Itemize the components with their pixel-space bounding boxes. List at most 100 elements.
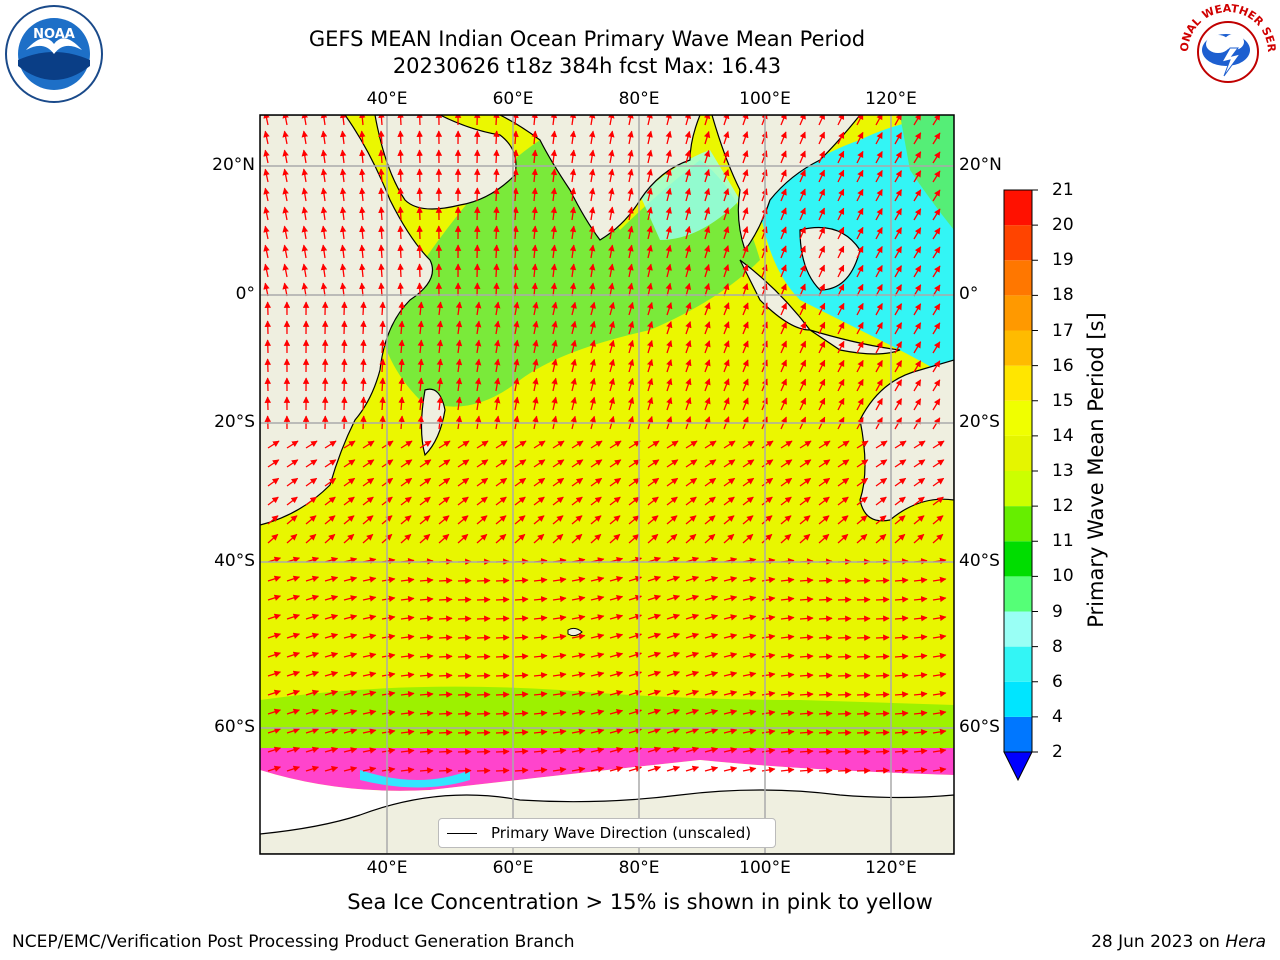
- wave-arrow: [474, 396, 482, 411]
- wave-arrow: [495, 596, 510, 603]
- wave-arrow: [381, 671, 396, 679]
- wave-arrow: [339, 244, 347, 259]
- wave-arrow: [609, 594, 624, 602]
- wave-arrow: [780, 766, 795, 774]
- wave-arrow: [875, 189, 883, 202]
- wave-arrow: [666, 397, 673, 411]
- wave-arrow: [818, 302, 826, 316]
- wave-arrow: [476, 477, 489, 487]
- wave-arrow: [301, 244, 308, 259]
- wave-arrow: [474, 377, 482, 392]
- wave-arrow: [799, 321, 807, 335]
- wave-arrow: [780, 321, 787, 335]
- lat-tick-right: 60°S: [959, 717, 1000, 737]
- wave-arrow: [665, 115, 672, 126]
- wave-arrow: [267, 459, 280, 468]
- wave-arrow: [474, 320, 482, 335]
- wave-arrow: [894, 710, 909, 717]
- wave-arrow: [438, 477, 451, 487]
- wave-arrow: [742, 728, 757, 735]
- wave-arrow: [894, 653, 909, 660]
- wave-arrow: [837, 359, 845, 373]
- wave-arrow: [646, 187, 653, 202]
- wave-arrow: [742, 671, 757, 678]
- wave-arrow: [799, 634, 814, 641]
- wave-arrow: [856, 340, 864, 354]
- wave-arrow: [378, 187, 385, 202]
- wave-arrow: [856, 577, 871, 584]
- wave-arrow: [647, 477, 660, 487]
- wave-arrow: [379, 320, 386, 335]
- wave-arrow: [685, 378, 692, 392]
- wave-arrow: [263, 206, 270, 221]
- wave-arrow: [685, 459, 698, 468]
- lat-tick-left: 20°S: [214, 412, 255, 432]
- wave-arrow: [320, 225, 328, 240]
- wave-arrow: [684, 282, 692, 297]
- wave-arrow: [647, 440, 660, 449]
- wave-arrow: [875, 284, 883, 297]
- wave-arrow: [494, 396, 501, 411]
- wave-arrow: [742, 302, 749, 316]
- wave-arrow: [324, 651, 339, 659]
- wave-arrow: [894, 691, 909, 698]
- wave-arrow: [646, 263, 653, 278]
- wave-arrow: [627, 396, 635, 411]
- wave-arrow: [647, 358, 654, 373]
- wave-arrow: [398, 377, 405, 392]
- wave-arrow: [397, 263, 404, 278]
- wave-arrow: [704, 765, 719, 773]
- wave-arrow: [590, 496, 602, 506]
- wave-arrow: [512, 130, 519, 145]
- wave-arrow: [305, 708, 320, 715]
- wave-arrow: [856, 634, 871, 641]
- wave-arrow: [685, 496, 697, 506]
- wave-arrow: [647, 594, 662, 601]
- wave-arrow: [685, 477, 698, 487]
- wave-arrow: [339, 149, 347, 164]
- wave-arrow: [742, 207, 749, 221]
- colorbar-tick-label: 4: [1052, 706, 1063, 727]
- wave-arrow: [742, 264, 749, 278]
- wave-arrow: [628, 459, 641, 468]
- wave-arrow: [780, 378, 787, 392]
- wave-arrow: [305, 651, 320, 658]
- wave-arrow: [723, 131, 730, 145]
- wave-arrow: [533, 634, 548, 641]
- wave-arrow: [324, 477, 337, 487]
- wave-arrow: [343, 614, 358, 621]
- wave-arrow: [665, 263, 672, 278]
- wave-arrow: [474, 358, 482, 373]
- wave-arrow: [780, 614, 795, 622]
- wave-arrow: [837, 378, 845, 392]
- wave-arrow: [799, 359, 807, 373]
- wave-arrow: [419, 440, 432, 449]
- wave-arrow: [780, 397, 787, 411]
- wave-arrow: [685, 533, 697, 544]
- wave-arrow: [665, 168, 672, 183]
- wave-arrow: [282, 149, 289, 164]
- wave-arrow: [799, 150, 806, 164]
- wave-arrow: [286, 746, 301, 753]
- wave-arrow: [646, 115, 653, 126]
- southern-ocean-field: [260, 520, 954, 720]
- wave-arrow: [513, 339, 520, 354]
- lon-tick-bottom: 120°E: [865, 858, 917, 878]
- wave-arrow: [438, 440, 451, 449]
- wave-arrow: [324, 440, 337, 449]
- wave-arrow: [894, 440, 907, 449]
- wave-arrow: [379, 377, 386, 392]
- wave-arrow: [628, 496, 640, 506]
- wave-arrow: [818, 767, 833, 774]
- wave-arrow: [837, 264, 845, 278]
- wave-arrow: [646, 244, 653, 259]
- colorbar-tick-label: 16: [1052, 355, 1074, 376]
- wave-arrow: [267, 651, 282, 658]
- wave-arrow: [856, 150, 864, 164]
- colorbar-segment: [1004, 541, 1032, 577]
- wave-arrow: [359, 263, 366, 278]
- wave-arrow: [646, 282, 653, 297]
- wave-arrow: [723, 614, 738, 621]
- wave-arrow: [397, 282, 404, 297]
- wave-arrow: [533, 440, 546, 449]
